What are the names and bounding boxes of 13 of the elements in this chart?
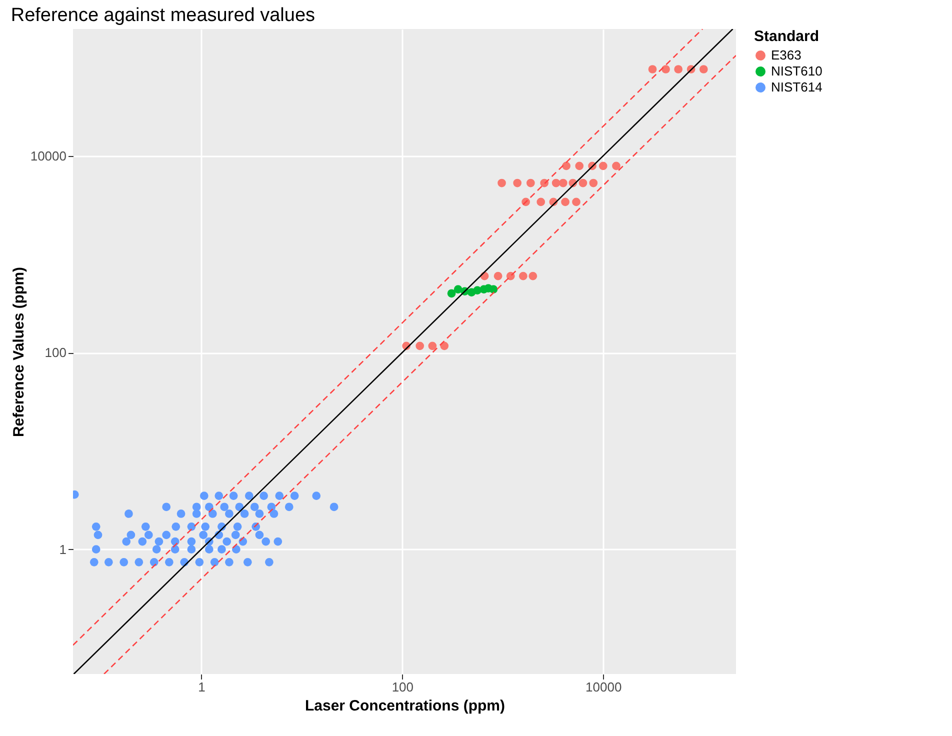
legend-label: E363	[771, 48, 802, 62]
chart-title: Reference against measured values	[10, 5, 316, 26]
x-tick-label: 10000	[586, 680, 622, 694]
x-axis-title: Laser Concentrations (ppm)	[304, 698, 506, 714]
x-tick-label: 100	[392, 680, 414, 694]
legend-label: NIST610	[771, 64, 822, 78]
y-axis-title: Reference Values (ppm)	[10, 266, 28, 438]
legend-title: Standard	[754, 28, 820, 45]
x-tick-label: 1	[198, 680, 206, 694]
y-tick-label: 1	[59, 542, 66, 557]
y-tick-label: 10000	[30, 148, 66, 164]
y-tick-label: 100	[44, 345, 66, 360]
legend-label: NIST614	[771, 80, 822, 94]
